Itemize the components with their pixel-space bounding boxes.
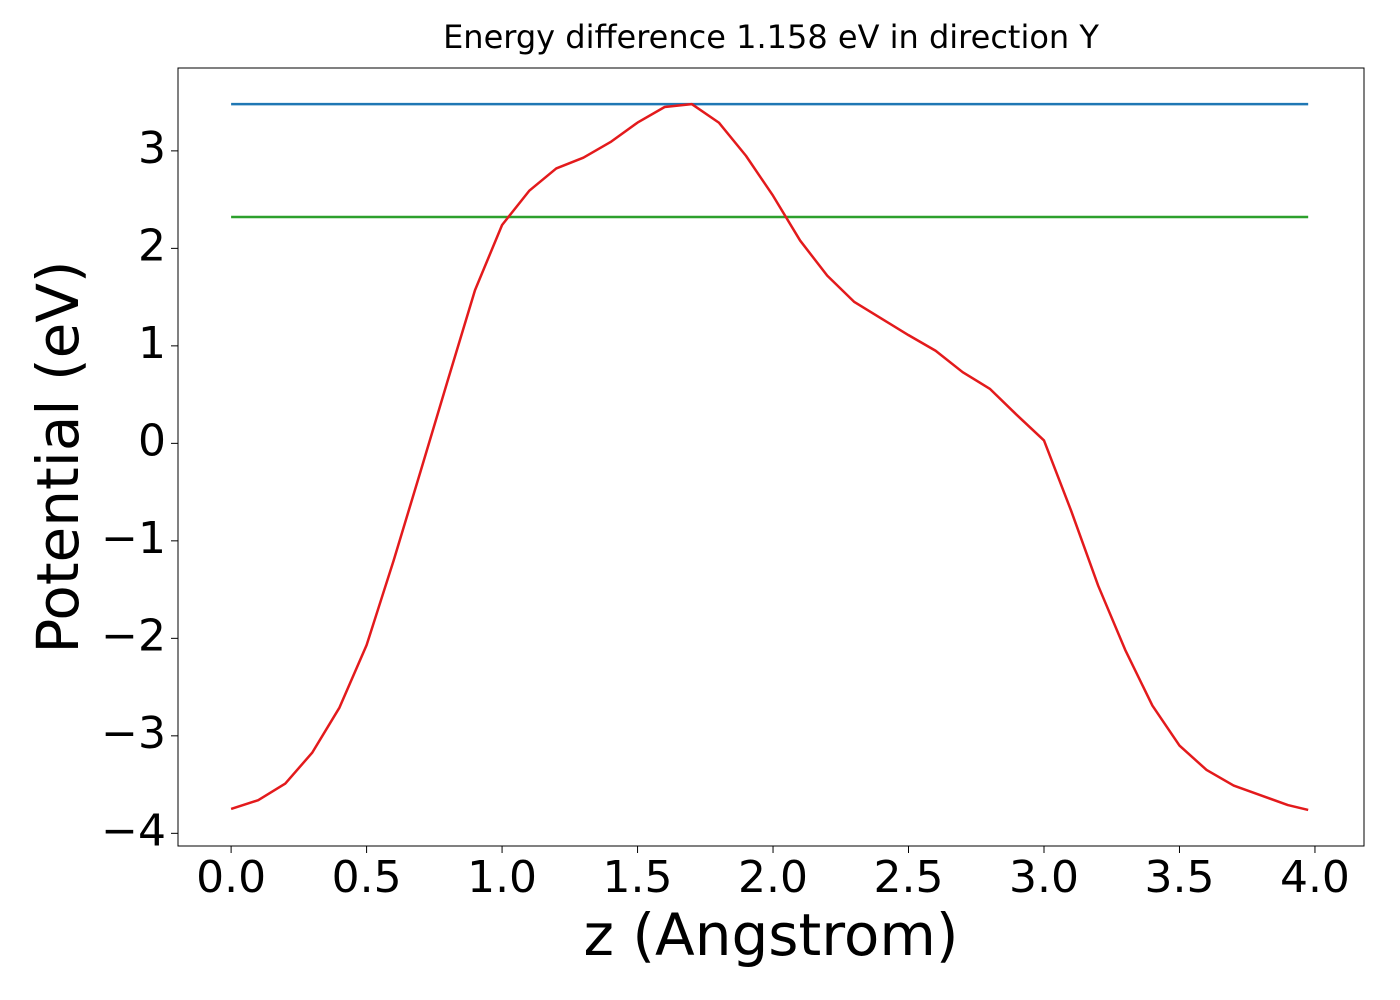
x-axis-label: z (Angstrom) <box>584 901 959 969</box>
y-axis-label: Potential (eV) <box>24 260 92 653</box>
line-series <box>230 102 1309 812</box>
y-tick-label: −1 <box>101 513 166 564</box>
y-tick-label: 1 <box>138 318 166 369</box>
y-tick-label: 0 <box>138 415 166 466</box>
chart-title: Energy difference 1.158 eV in direction … <box>443 18 1099 56</box>
x-tick-label: 3.0 <box>1009 852 1079 903</box>
y-tick-label: −4 <box>101 805 166 856</box>
x-tick-label: 0.0 <box>196 852 266 903</box>
x-tick-label: 0.5 <box>332 852 402 903</box>
x-tick-label: 2.5 <box>874 852 944 903</box>
y-tick-label: 2 <box>138 220 166 271</box>
x-tick-label: 3.5 <box>1144 852 1214 903</box>
x-tick-label: 1.5 <box>603 852 673 903</box>
x-tick-label: 2.0 <box>738 852 808 903</box>
x-tick-label: 1.0 <box>467 852 537 903</box>
y-tick-label: −2 <box>101 610 166 661</box>
y-tick-label: 3 <box>138 123 166 174</box>
plot-frame <box>177 67 1365 847</box>
x-tick-label: 4.0 <box>1280 852 1350 903</box>
y-tick-label: −3 <box>101 708 166 759</box>
